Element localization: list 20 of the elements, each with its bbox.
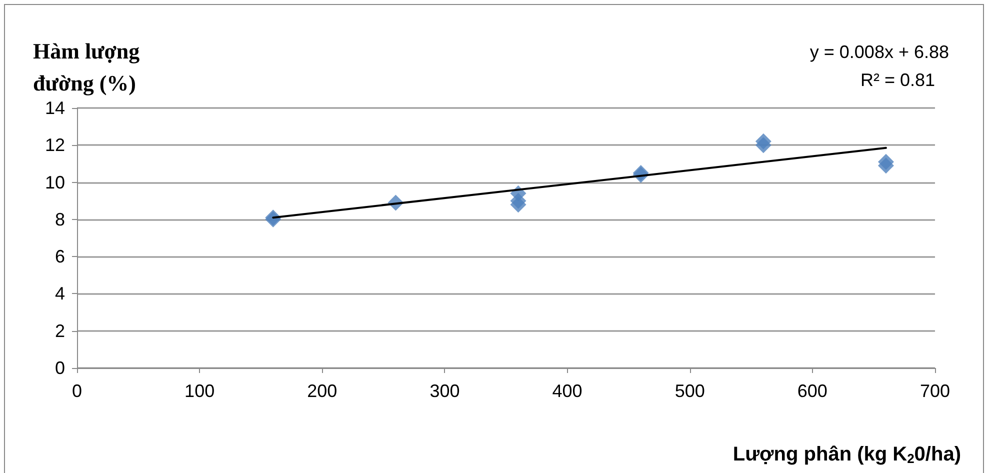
y-tick-label: 4 [54, 284, 65, 304]
y-tick-label: 0 [54, 358, 65, 378]
text: y = 0.008x + 6.88 [810, 42, 950, 62]
y-tick-label: 6 [54, 246, 65, 267]
x-tick-label: 700 [920, 381, 950, 401]
x-tick-label: 400 [552, 381, 582, 401]
x-axis-title: Lượng phân (kg K20/ha) [732, 444, 962, 466]
x-tick-label: 300 [430, 381, 460, 401]
x-tick-label: 100 [184, 381, 215, 401]
text: R² = 0.81 [860, 70, 936, 90]
x-tick-label: 200 [307, 381, 338, 401]
y-tick-label: 14 [44, 98, 65, 118]
y-tick-label: 10 [44, 172, 65, 192]
y-axis-title: Hàm lượng đường (%) [33, 38, 140, 96]
x-tick-label: 500 [674, 381, 705, 401]
x-tick-label: 600 [797, 381, 828, 401]
y-tick-label: 12 [44, 135, 65, 156]
y-tick-label: 2 [54, 320, 65, 341]
y-tick-label: 8 [54, 209, 65, 230]
x-tick-label: 0 [72, 381, 82, 401]
